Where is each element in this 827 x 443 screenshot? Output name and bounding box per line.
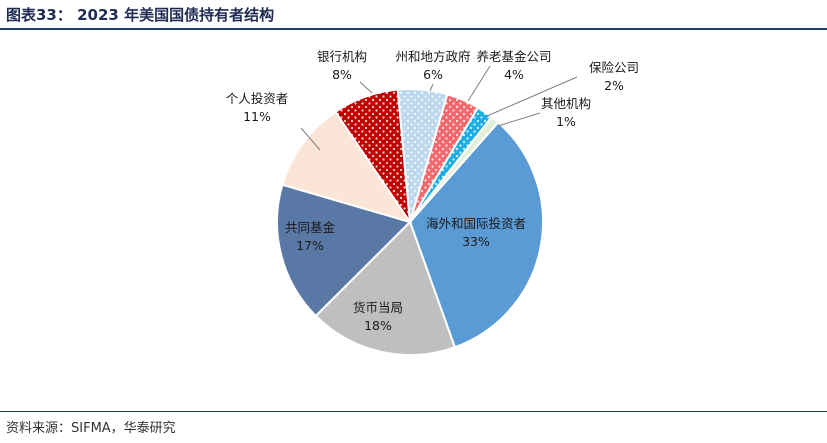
slice-name-label-3: 个人投资者 [226,91,289,106]
leader-line-7 [486,76,578,117]
slice-value-label-2: 17% [296,238,324,253]
pie-slice-pattern-5 [397,89,448,223]
pie-slice-0 [408,120,544,349]
slice-value-label-3: 11% [243,109,271,124]
source-note: 资料来源：SIFMA，华泰研究 [6,421,176,436]
slice-name-label-1: 货币当局 [353,300,403,315]
chart-title: 图表33： 2023 年美国国债持有者结构 [6,6,275,24]
footer-rule [0,411,827,412]
slice-name-label-5: 州和地方政府 [395,49,470,64]
slice-name-label-0: 海外和国际投资者 [426,216,526,231]
slice-value-label-8: 1% [556,114,576,129]
pie-slice-2 [276,183,412,318]
slice-value-label-4: 8% [332,67,352,82]
pie-slice-3 [281,110,413,224]
leader-line-4 [359,81,373,94]
pie-slice-8 [409,115,500,223]
leader-line-8 [497,112,541,127]
leader-line-5 [429,83,434,92]
slice-value-label-7: 2% [604,78,624,93]
slice-name-label-8: 其他机构 [541,96,591,111]
pie-slice-pattern-4 [335,89,410,222]
slice-value-label-0: 33% [462,234,490,249]
leader-line-6 [467,65,491,102]
slice-name-label-4: 银行机构 [317,49,367,64]
pie-slice-pattern-6 [410,94,478,222]
slice-value-label-6: 4% [504,67,524,82]
pie-slice-1 [314,220,457,356]
slice-value-label-5: 6% [423,67,443,82]
slice-name-label-7: 保险公司 [589,60,639,75]
leader-line-3 [300,127,321,151]
slice-name-label-2: 共同基金 [285,220,336,235]
title-rule [0,28,827,30]
slice-name-label-6: 养老基金公司 [476,49,551,64]
slice-value-label-1: 18% [364,318,392,333]
pie-slice-pattern-7 [410,107,492,222]
